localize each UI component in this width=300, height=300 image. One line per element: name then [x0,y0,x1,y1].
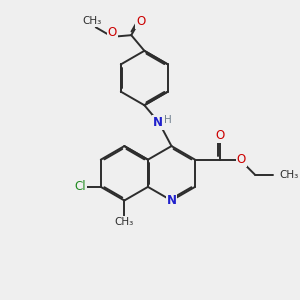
Text: H: H [164,115,172,125]
Text: O: O [215,129,224,142]
Text: O: O [136,15,146,28]
Text: N: N [167,194,176,207]
Text: Cl: Cl [75,180,86,194]
Text: N: N [153,116,163,129]
Text: CH₃: CH₃ [82,16,101,26]
Text: CH₃: CH₃ [115,217,134,227]
Text: CH₃: CH₃ [279,169,299,180]
Text: O: O [108,26,117,39]
Text: O: O [237,153,246,166]
